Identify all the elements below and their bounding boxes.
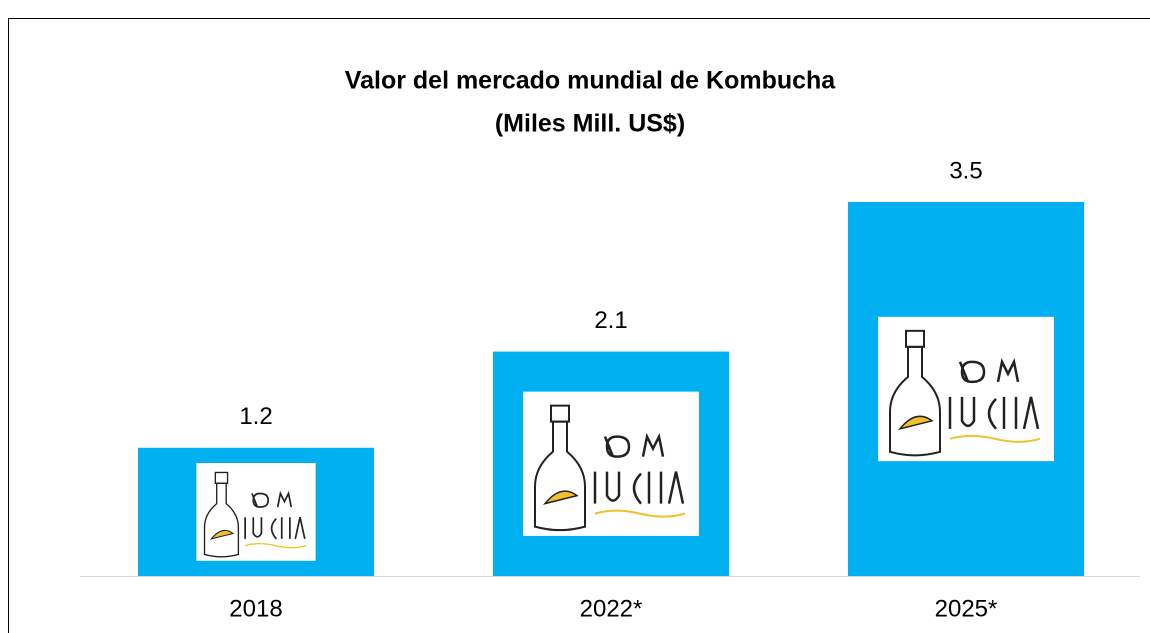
- kombucha-illustration: [878, 316, 1054, 462]
- word-bottom: [948, 396, 1040, 430]
- chart-title: Valor del mercado mundial de Kombucha: [345, 67, 836, 95]
- kombucha-illustration: [196, 462, 316, 561]
- x-tick-label: 2018: [229, 595, 282, 622]
- x-tick-label: 2022*: [580, 595, 643, 622]
- word-top: [603, 432, 665, 458]
- kombucha-illustration: [523, 391, 699, 536]
- lemon: [898, 415, 934, 431]
- x-tick-label: 2025*: [935, 595, 998, 622]
- illustration-bg: [878, 316, 1054, 462]
- underline: [949, 434, 1041, 443]
- data-label: 1.2: [239, 403, 272, 430]
- chart-subtitle: (Miles Mill. US$): [495, 110, 685, 138]
- bottle: [534, 420, 586, 532]
- lemon: [209, 529, 235, 540]
- data-label: 3.5: [949, 157, 982, 184]
- underline: [594, 509, 686, 518]
- underline: [244, 542, 307, 549]
- illustration-bg: [196, 462, 316, 561]
- illustration-bg: [523, 391, 699, 536]
- bottle-cap: [214, 471, 229, 484]
- bottle: [203, 482, 240, 558]
- data-label: 2.1: [594, 307, 627, 334]
- word-top: [251, 490, 293, 508]
- word-bottom: [244, 517, 306, 540]
- word-top: [958, 358, 1020, 384]
- lemon: [543, 490, 579, 505]
- bottle: [889, 345, 941, 457]
- bottle-cap: [905, 329, 925, 348]
- word-bottom: [593, 471, 685, 505]
- bottle-cap: [550, 404, 570, 423]
